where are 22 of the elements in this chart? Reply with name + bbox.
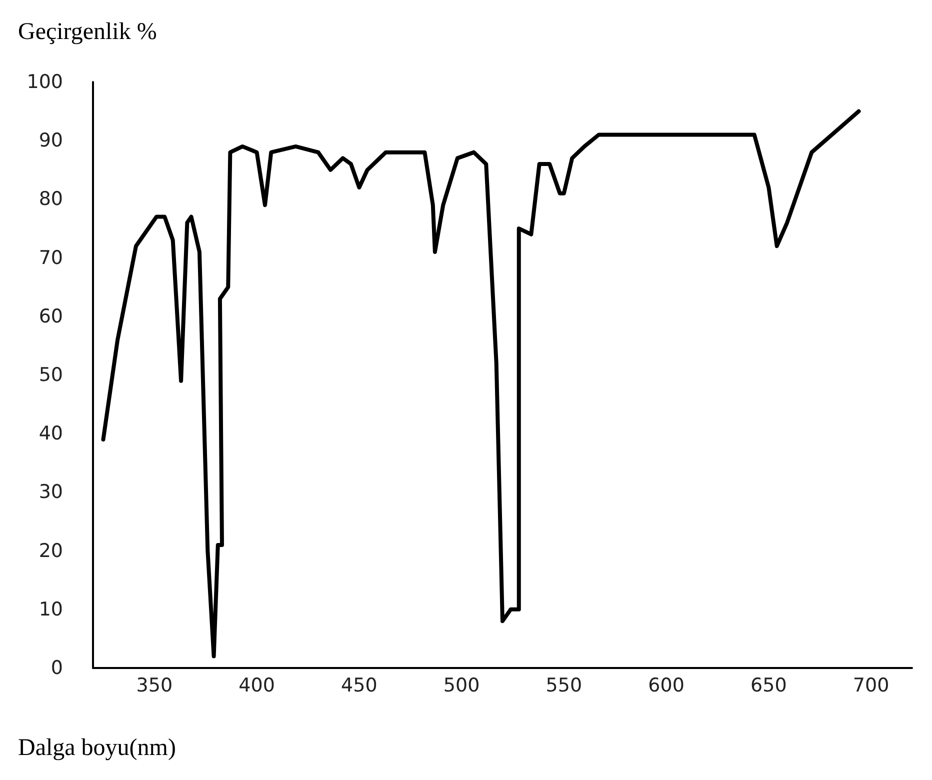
x-tick-label: 700 <box>852 674 890 696</box>
y-tick-label: 30 <box>38 481 63 504</box>
y-tick-label: 100 <box>26 71 63 93</box>
x-axis-title: Dalga boyu(nm) <box>18 735 176 761</box>
y-tick-label: 20 <box>38 540 63 562</box>
y-tick-label: 80 <box>38 188 63 210</box>
y-tick-label: 50 <box>38 364 63 386</box>
y-tick-label: 70 <box>38 246 63 269</box>
line-series <box>101 109 861 658</box>
x-tick-label: 500 <box>443 674 480 696</box>
y-tick-label: 60 <box>38 305 63 328</box>
x-tick-label: 450 <box>341 674 378 696</box>
y-tick-label: 10 <box>38 598 63 620</box>
y-axis-title: Geçirgenlik % <box>18 19 157 45</box>
x-tick-label: 550 <box>546 674 582 696</box>
y-tick-label: 40 <box>38 422 63 445</box>
x-tick-label: 600 <box>648 674 684 696</box>
x-tick-label: 350 <box>136 674 173 696</box>
x-tick-label: 650 <box>750 674 787 696</box>
x-tick-label: 400 <box>238 674 275 696</box>
y-tick-label: 0 <box>50 657 63 679</box>
y-tick-label: 90 <box>38 130 63 152</box>
